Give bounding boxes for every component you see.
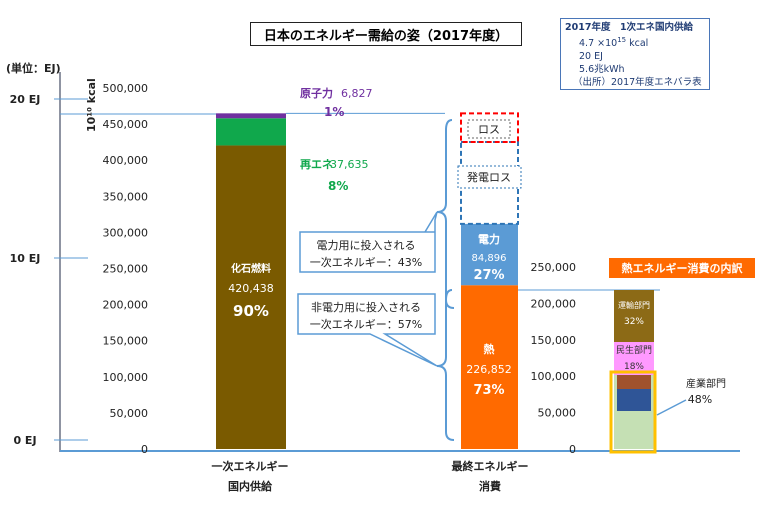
info-line-3: 20 EJ [579,51,603,63]
inset-title: 熱エネルギー消費の内訳 [622,261,744,275]
ej-tick-label: 0 EJ [13,434,36,447]
residential-share: 18% [624,362,644,372]
industry-highlight-box [609,370,657,454]
y-tick-label: 500,000 [103,82,149,95]
nuclear-share: 1% [324,105,344,119]
transport-share: 32% [624,317,644,327]
fossil-fuel-bar [216,145,286,449]
non-electricity-input-brace [436,289,455,441]
y-tick-label: 400,000 [103,154,149,167]
info-line-2-exp: 15 [617,36,627,44]
power-loss-label-box [457,165,522,189]
kcal-unit-label: 10¹⁰ kcal [85,78,98,132]
renewable-label: 再エネ [300,158,333,171]
industry-label: 産業部門 [686,377,726,390]
y-tick-label: 0 [141,443,148,456]
nuclear-bar [216,113,286,119]
info-source: （出所）2017年度エネバラ表 [573,77,702,89]
loss-label-box [467,119,511,139]
heat-label: 熱 [484,342,495,356]
category-label: 最終エネルギー [452,459,529,473]
inset-y-tick-label: 150,000 [531,334,577,347]
inset-y-tick-label: 0 [569,443,576,456]
y-tick-label: 50,000 [110,407,149,420]
fossil-fuel-share: 90% [233,302,269,320]
industry-subsegment [617,389,651,411]
industry-share: 48% [688,393,712,406]
transport-label: 運輸部門 [618,300,650,310]
loss-box [460,112,519,144]
unit-label: (単位：EJ) [6,61,61,75]
renewable-bar [216,118,286,146]
inset-y-tick-label: 50,000 [538,407,577,420]
non-electricity-callout-line2: 一次エネルギー：57% [310,317,422,331]
info-line-2-unit: kcal [626,38,649,50]
ej-tick-label: 20 EJ [10,93,41,106]
electricity-input-brace [436,119,455,309]
heat-bar [461,285,518,449]
category-label: 一次エネルギー [212,459,289,473]
y-tick-label: 150,000 [103,335,149,348]
electricity-share: 27% [473,268,504,283]
y-tick-label: 450,000 [103,118,149,131]
residential-segment [614,342,654,375]
industry-pointer [656,399,687,416]
chart-title: 日本のエネルギー需給の姿（2017年度） [250,22,522,46]
residential-label: 民生部門 [616,344,652,356]
nuclear-label: 原子力 [300,86,333,100]
info-line-1: 2017年度 1次エネ国内供給 [565,22,694,33]
heat-value: 226,852 [466,363,512,376]
transport-segment [614,290,654,342]
y-tick-label: 300,000 [103,226,149,239]
non-electricity-callout-box [297,293,438,367]
y-tick-label: 100,000 [103,371,149,384]
electricity-bar [461,223,518,286]
info-line-4: 5.6兆kWh [579,64,625,76]
non-electricity-callout-line1: 非電力用に投入される [311,300,421,314]
info-line-2-base: 4.7 ×10 [579,38,618,50]
inset-y-tick-label: 250,000 [531,261,577,274]
power-loss-label: 発電ロス [467,170,511,184]
nuclear-value: 6,827 [341,87,373,100]
electricity-callout-box [299,211,438,273]
inset-y-tick-label: 100,000 [531,370,577,383]
electricity-value: 84,896 [472,253,507,264]
supply-info-box: 2017年度 1次エネ国内供給 4.7 ×1015 kcal 20 EJ 5.6… [560,18,710,90]
inset-y-tick-label: 200,000 [531,297,577,310]
inset-title-box [609,258,755,278]
electricity-callout-line2: 一次エネルギー：43% [310,255,422,269]
y-tick-label: 350,000 [103,190,149,203]
industry-subsegment [617,375,651,389]
y-tick-label: 250,000 [103,263,149,276]
renewable-share: 8% [328,179,348,193]
ej-tick-label: 10 EJ [10,252,41,265]
category-label: 国内供給 [228,479,273,493]
electricity-label: 電力 [478,232,500,246]
renewable-value: 37,635 [330,158,369,171]
loss-label: ロス [478,123,500,136]
y-tick-label: 200,000 [103,299,149,312]
fossil-fuel-label: 化石燃料 [231,262,271,275]
heat-share: 73% [473,383,504,398]
electricity-callout-line1: 電力用に投入される [317,238,416,252]
info-line-2: 4.7 ×1015 kcal [565,34,705,50]
fossil-fuel-value: 420,438 [228,282,274,295]
category-label: 消費 [479,479,501,493]
